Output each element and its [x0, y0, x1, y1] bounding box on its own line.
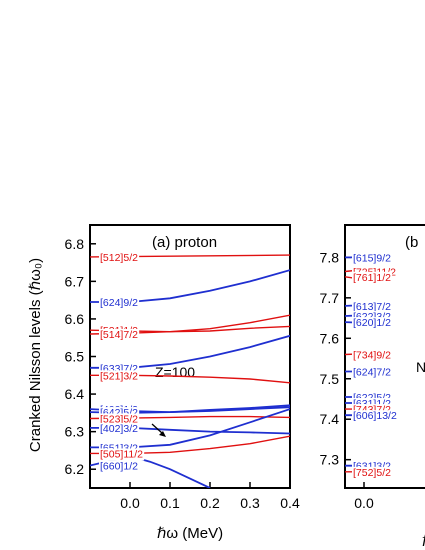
level-label: [624]7/2	[353, 366, 391, 378]
y-tick-label: 6.8	[65, 236, 85, 252]
level-label: [620]1/2	[353, 317, 391, 329]
x-tick-label: 0.2	[200, 495, 220, 511]
level-label-background	[352, 252, 393, 265]
level-label-background	[99, 460, 140, 473]
levels	[345, 256, 365, 473]
level-label: [512]5/2	[100, 252, 138, 264]
y-tick-label: 7.4	[320, 411, 340, 427]
level-label: [521]3/2	[100, 370, 138, 382]
y-tick-label: 7.5	[320, 371, 340, 387]
level-label-background	[352, 366, 393, 379]
level-label: [606]13/2	[353, 410, 397, 422]
x-tick-label: 0.0	[354, 495, 374, 511]
level-label-background	[99, 251, 140, 264]
y-tick-label: 7.8	[320, 249, 340, 265]
level-label-background	[99, 413, 140, 426]
panel-title: (a) proton	[152, 234, 217, 251]
nucleon-number-annotation: Z=100	[155, 364, 195, 380]
x-tick-label: 0.1	[160, 495, 180, 511]
y-tick-label: 7.3	[320, 452, 340, 468]
level-label: [514]7/2	[100, 329, 138, 341]
level-label-background	[352, 317, 393, 330]
level-label: [752]5/2	[353, 467, 391, 479]
level-label-background	[99, 328, 140, 341]
level-label-background	[352, 271, 393, 284]
level-label-background	[352, 300, 393, 313]
level-label-background	[99, 422, 140, 435]
y-tick-label: 6.2	[65, 461, 85, 477]
y-tick-label: 7.7	[320, 290, 340, 306]
x-tick-label: 0.4	[280, 495, 300, 511]
x-tick-label: 0.0	[120, 495, 140, 511]
y-tick-label: 6.4	[65, 386, 85, 402]
panel-title: (b	[405, 234, 418, 251]
level-label-background	[99, 297, 140, 310]
plot-frame	[344, 224, 425, 489]
y-tick-label: 7.6	[320, 330, 340, 346]
x-tick-label: 0.3	[240, 495, 260, 511]
level-label-background	[352, 410, 398, 423]
level-label: [505]11/2	[100, 448, 143, 460]
level-label: [761]1/2	[353, 272, 391, 284]
y-tick-label: 6.6	[65, 311, 85, 327]
level-label-background	[99, 448, 145, 461]
level-label: [523]5/2	[100, 413, 138, 425]
y-axis-title: Cranked Nilsson levels (ℏω₀)	[27, 258, 44, 452]
panel-a: 6.2 6.3 6.4 6.5 6.6 6.7 6.8 0.0 0.1 0.2 0.3 0.4 (a) …	[65, 224, 300, 511]
nucleon-number-annotation: N	[416, 359, 425, 375]
annotation-arrow	[151, 423, 163, 434]
y-tick-label: 6.3	[65, 424, 85, 440]
panel-b: 7.37.47.57.67.77.80.0(bN[615]9/2[725]11/…	[320, 224, 425, 511]
level-label-background	[352, 466, 393, 479]
level-label: [402]3/2	[100, 423, 138, 435]
y-tick-label: 6.7	[65, 273, 85, 289]
level-label: [734]9/2	[353, 349, 391, 361]
y-tick-label: 6.5	[65, 349, 85, 365]
level-label-background	[99, 370, 140, 383]
x-axis-title: ℏω (MeV)	[157, 525, 223, 542]
x-axis-title-b: ℏ	[422, 533, 425, 550]
level-label: [615]9/2	[353, 252, 391, 264]
level-label: [660]1/2	[100, 460, 138, 472]
level-label-background	[352, 349, 393, 362]
level-label: [613]7/2	[353, 301, 391, 313]
level-label: [624]9/2	[100, 297, 138, 309]
annotation-arrowhead	[159, 431, 166, 437]
